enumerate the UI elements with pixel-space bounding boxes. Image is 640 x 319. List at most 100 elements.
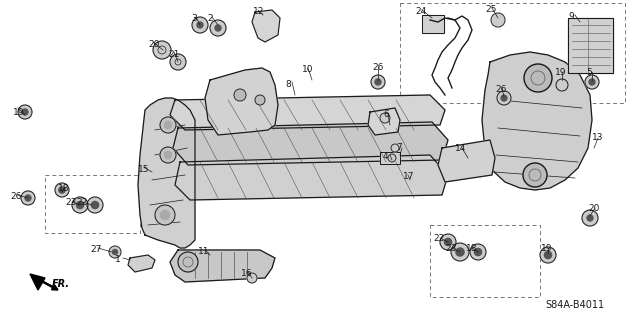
Polygon shape <box>170 95 445 130</box>
Circle shape <box>153 41 171 59</box>
Polygon shape <box>170 250 275 282</box>
Circle shape <box>545 251 552 259</box>
Circle shape <box>113 249 118 255</box>
Circle shape <box>585 75 599 89</box>
Text: 26: 26 <box>10 192 21 201</box>
Bar <box>568 18 613 73</box>
Text: 14: 14 <box>455 144 467 153</box>
Text: 23: 23 <box>65 198 76 207</box>
Text: 3: 3 <box>191 14 196 23</box>
Circle shape <box>215 25 221 31</box>
Text: 7: 7 <box>396 143 402 152</box>
Circle shape <box>474 249 482 256</box>
Bar <box>380 152 400 164</box>
Polygon shape <box>173 122 448 165</box>
Text: 2: 2 <box>207 14 212 23</box>
Text: 11: 11 <box>198 247 209 256</box>
Text: 25: 25 <box>485 5 497 14</box>
Text: 13: 13 <box>592 133 604 142</box>
Text: 12: 12 <box>253 7 264 16</box>
Circle shape <box>87 197 103 213</box>
Circle shape <box>556 79 568 91</box>
Text: 17: 17 <box>403 172 415 181</box>
Text: 21: 21 <box>168 50 179 59</box>
Bar <box>422 15 444 33</box>
Circle shape <box>391 144 399 152</box>
Polygon shape <box>128 255 155 272</box>
Text: 8: 8 <box>285 80 291 89</box>
Circle shape <box>161 211 170 219</box>
Circle shape <box>72 197 88 213</box>
Polygon shape <box>252 10 280 42</box>
Text: 19: 19 <box>555 68 566 77</box>
Bar <box>380 152 400 164</box>
Bar <box>430 225 540 297</box>
Text: 27: 27 <box>90 245 101 254</box>
Circle shape <box>210 20 226 36</box>
Bar <box>45 175 140 233</box>
Text: 24: 24 <box>415 7 426 16</box>
Circle shape <box>160 147 176 163</box>
Circle shape <box>21 191 35 205</box>
Text: 26: 26 <box>372 63 383 72</box>
Polygon shape <box>482 52 592 190</box>
Circle shape <box>59 187 65 193</box>
Circle shape <box>388 154 396 162</box>
Text: 15: 15 <box>138 165 150 174</box>
Circle shape <box>25 195 31 201</box>
Circle shape <box>160 117 176 133</box>
Text: S84A-B4011: S84A-B4011 <box>545 300 604 310</box>
Circle shape <box>456 248 464 256</box>
Bar <box>422 15 444 33</box>
Text: 20: 20 <box>588 204 600 213</box>
Circle shape <box>440 234 456 250</box>
Circle shape <box>255 95 265 105</box>
Circle shape <box>109 246 121 258</box>
Text: 22: 22 <box>433 234 444 243</box>
Polygon shape <box>30 274 45 290</box>
Text: 5: 5 <box>586 68 592 77</box>
Text: 23: 23 <box>445 244 456 253</box>
Circle shape <box>470 244 486 260</box>
Circle shape <box>587 215 593 221</box>
Bar <box>400 3 625 103</box>
Circle shape <box>444 238 452 246</box>
Text: 22: 22 <box>76 198 87 207</box>
Circle shape <box>523 163 547 187</box>
Circle shape <box>501 95 507 101</box>
Polygon shape <box>368 108 400 135</box>
Circle shape <box>76 201 84 209</box>
Circle shape <box>192 17 208 33</box>
Bar <box>568 18 613 73</box>
Circle shape <box>491 13 505 27</box>
Circle shape <box>178 252 198 272</box>
Circle shape <box>234 89 246 101</box>
Text: 6: 6 <box>383 110 388 119</box>
Circle shape <box>164 152 172 159</box>
Text: 26: 26 <box>495 85 506 94</box>
Circle shape <box>155 205 175 225</box>
Circle shape <box>170 54 186 70</box>
Text: 20: 20 <box>148 40 159 49</box>
Text: 16: 16 <box>241 269 253 278</box>
Polygon shape <box>205 68 278 135</box>
Text: 1: 1 <box>115 255 121 264</box>
Text: 9: 9 <box>568 12 573 21</box>
Circle shape <box>371 75 385 89</box>
Circle shape <box>451 243 469 261</box>
Circle shape <box>497 91 511 105</box>
Circle shape <box>375 79 381 85</box>
Circle shape <box>18 105 32 119</box>
Text: 4: 4 <box>383 152 388 161</box>
Circle shape <box>22 109 28 115</box>
Circle shape <box>582 210 598 226</box>
Circle shape <box>55 183 69 197</box>
Text: 19: 19 <box>13 108 24 117</box>
Circle shape <box>524 64 552 92</box>
Circle shape <box>164 122 172 129</box>
Polygon shape <box>438 140 495 182</box>
Circle shape <box>380 113 390 123</box>
Text: 19: 19 <box>541 244 552 253</box>
Circle shape <box>197 22 203 28</box>
Text: FR.: FR. <box>52 279 70 289</box>
